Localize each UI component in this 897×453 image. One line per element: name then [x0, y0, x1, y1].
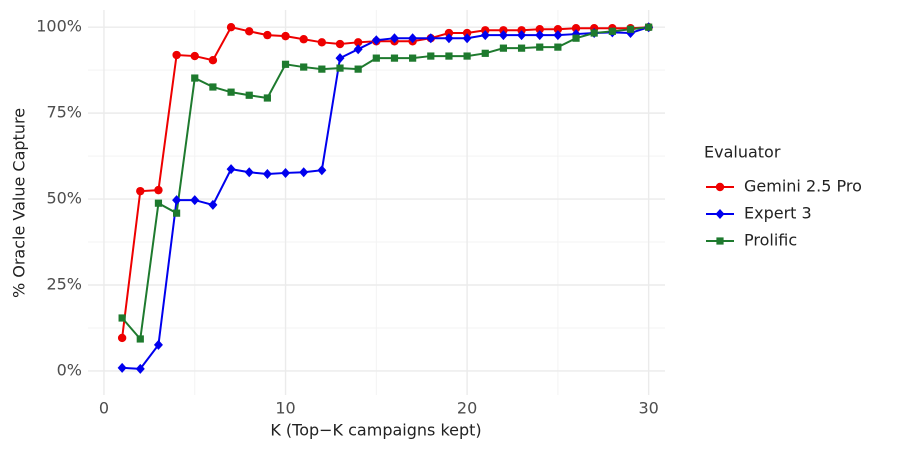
series-line — [122, 26, 649, 370]
legend-title: Evaluator — [704, 143, 781, 162]
point — [209, 83, 217, 91]
point — [299, 167, 309, 178]
point — [409, 54, 417, 62]
point — [299, 35, 308, 44]
y-tick-label: 100% — [36, 17, 82, 36]
point — [715, 209, 725, 219]
point — [136, 186, 145, 196]
y-tick-label: 25% — [46, 275, 82, 294]
point — [281, 31, 290, 41]
point — [499, 44, 508, 52]
point — [153, 339, 163, 350]
point — [517, 30, 527, 41]
point — [535, 25, 544, 34]
point — [300, 63, 308, 71]
point — [390, 54, 399, 62]
point — [372, 54, 380, 62]
point — [715, 182, 725, 192]
point — [281, 60, 290, 68]
point — [226, 164, 236, 175]
point — [389, 33, 399, 44]
point — [444, 33, 454, 44]
x-tick-label: 30 — [638, 399, 658, 418]
point — [172, 50, 181, 60]
point — [408, 33, 418, 44]
point — [554, 43, 562, 51]
point — [208, 55, 218, 65]
point — [716, 237, 724, 245]
point — [117, 333, 127, 343]
point — [263, 30, 272, 40]
point — [371, 35, 381, 46]
point — [353, 44, 363, 55]
legend-label: Expert 3 — [744, 204, 812, 223]
point — [335, 53, 345, 64]
point — [226, 22, 236, 32]
point — [572, 34, 580, 42]
point — [335, 39, 345, 49]
point — [553, 25, 563, 34]
point — [208, 199, 218, 210]
point — [645, 23, 653, 31]
point — [498, 30, 508, 41]
legend-label: Prolific — [744, 231, 797, 250]
point — [463, 52, 471, 60]
point — [244, 167, 254, 178]
point — [427, 52, 435, 60]
point — [154, 185, 163, 195]
point — [281, 167, 291, 178]
y-tick-label: 50% — [46, 189, 82, 208]
point — [227, 88, 235, 96]
y-tick-label: 0% — [57, 360, 82, 379]
legend-label: Gemini 2.5 Pro — [744, 177, 862, 196]
point — [535, 30, 545, 41]
point — [245, 91, 253, 99]
point — [117, 362, 127, 373]
point — [190, 51, 199, 61]
point — [135, 363, 145, 374]
point — [317, 38, 327, 47]
point — [590, 29, 598, 37]
x-tick-label: 20 — [457, 399, 477, 418]
point — [154, 199, 163, 207]
point — [481, 49, 489, 57]
point — [480, 30, 490, 41]
point — [462, 33, 472, 44]
series-line — [121, 26, 649, 339]
point — [318, 65, 326, 73]
point — [571, 24, 581, 33]
point — [426, 33, 436, 44]
y-tick-label: 75% — [46, 103, 82, 122]
point — [262, 168, 272, 179]
y-axis-label: % Oracle Value Capture — [10, 108, 29, 298]
point — [608, 27, 616, 35]
point — [536, 43, 544, 51]
point — [172, 195, 182, 206]
point — [517, 44, 526, 52]
x-tick-label: 0 — [99, 399, 109, 418]
point — [553, 30, 563, 41]
point — [353, 38, 363, 47]
point — [626, 25, 635, 33]
point — [173, 209, 181, 217]
point — [445, 52, 453, 60]
point — [136, 335, 144, 343]
x-axis-label: K (Top−K campaigns kept) — [270, 421, 481, 440]
point — [263, 94, 271, 102]
point — [190, 195, 200, 206]
point — [191, 74, 199, 82]
point — [354, 65, 362, 73]
series-line — [121, 26, 649, 342]
point — [462, 28, 472, 38]
point — [444, 28, 454, 38]
point — [245, 27, 254, 36]
point — [118, 314, 126, 322]
x-tick-label: 10 — [275, 399, 295, 418]
point — [336, 64, 344, 72]
point — [317, 165, 327, 176]
